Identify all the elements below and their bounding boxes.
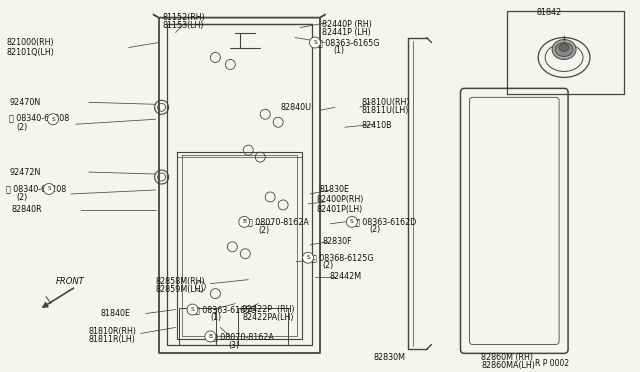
- Text: (2): (2): [322, 261, 333, 270]
- Text: Ⓢ 08340-61208: Ⓢ 08340-61208: [6, 185, 67, 193]
- Text: 81810U(RH): 81810U(RH): [362, 98, 410, 107]
- Text: 82840R: 82840R: [11, 205, 42, 214]
- Circle shape: [205, 331, 216, 342]
- Text: 82441P (LH): 82441P (LH): [322, 28, 371, 37]
- Text: 82858M(RH): 82858M(RH): [156, 277, 205, 286]
- Circle shape: [47, 114, 58, 125]
- Text: (3): (3): [228, 341, 239, 350]
- Circle shape: [346, 217, 357, 227]
- Text: 81153(LH): 81153(LH): [163, 21, 204, 30]
- Text: 82101Q(LH): 82101Q(LH): [6, 48, 54, 57]
- Text: 82422P  (RH): 82422P (RH): [243, 305, 295, 314]
- Text: 82400P(RH): 82400P(RH): [316, 195, 364, 205]
- Circle shape: [310, 37, 321, 48]
- Text: 92470N: 92470N: [9, 98, 40, 107]
- Text: 82440P (RH): 82440P (RH): [322, 20, 372, 29]
- Text: B: B: [243, 219, 246, 224]
- Text: 82830M: 82830M: [374, 353, 406, 362]
- Text: (2): (2): [16, 123, 28, 132]
- Text: 81830E: 81830E: [320, 186, 350, 195]
- Text: S: S: [306, 255, 310, 260]
- Text: (2): (2): [370, 225, 381, 234]
- Text: 81840E: 81840E: [101, 309, 131, 318]
- Text: S: S: [47, 186, 51, 192]
- Text: 81811U(LH): 81811U(LH): [362, 106, 409, 115]
- Text: 82860M (RH): 82860M (RH): [481, 353, 533, 362]
- Text: R P 0002: R P 0002: [535, 359, 569, 368]
- Text: 81152(RH): 81152(RH): [163, 13, 205, 22]
- Text: Ⓢ 08363-6165G: Ⓢ 08363-6165G: [318, 38, 380, 47]
- Text: 82422PA(LH): 82422PA(LH): [243, 313, 294, 322]
- Text: 82840U: 82840U: [280, 103, 311, 112]
- Text: 82410B: 82410B: [362, 121, 392, 130]
- Text: Ⓢ 08363-6162D: Ⓢ 08363-6162D: [355, 217, 416, 227]
- Text: 81810R(RH): 81810R(RH): [89, 327, 137, 336]
- Text: S: S: [51, 117, 55, 122]
- Bar: [179, 308, 216, 346]
- Text: 821000(RH): 821000(RH): [6, 38, 54, 47]
- Circle shape: [239, 217, 250, 227]
- Ellipse shape: [555, 42, 573, 57]
- Text: FRONT: FRONT: [56, 277, 84, 286]
- Circle shape: [187, 304, 198, 315]
- Text: 92472N: 92472N: [9, 167, 40, 177]
- Ellipse shape: [559, 44, 569, 51]
- Text: Ⓢ 08368-6125G: Ⓢ 08368-6125G: [312, 253, 374, 262]
- Text: 82830F: 82830F: [323, 237, 353, 246]
- Text: B: B: [209, 334, 212, 339]
- Text: (2): (2): [16, 193, 28, 202]
- Text: Ⓑ 08070-8162A: Ⓑ 08070-8162A: [248, 217, 309, 227]
- Bar: [238, 308, 288, 346]
- Text: S: S: [350, 219, 354, 224]
- Ellipse shape: [552, 39, 576, 60]
- Text: S: S: [191, 307, 195, 312]
- Text: 82859M(LH): 82859M(LH): [156, 285, 204, 294]
- Text: S: S: [313, 40, 317, 45]
- Text: 81811R(LH): 81811R(LH): [89, 335, 136, 344]
- Text: 82860MA(LH): 82860MA(LH): [481, 361, 535, 370]
- Circle shape: [44, 183, 54, 195]
- Text: (1): (1): [211, 313, 221, 322]
- Text: 81842: 81842: [536, 8, 562, 17]
- Text: Ⓢ 08363-6165G: Ⓢ 08363-6165G: [195, 305, 257, 314]
- Text: (1): (1): [333, 46, 344, 55]
- Circle shape: [303, 252, 314, 263]
- Text: 82401P(LH): 82401P(LH): [316, 205, 362, 214]
- Text: Ⓑ 08070-8162A: Ⓑ 08070-8162A: [213, 332, 275, 341]
- Text: 82442M: 82442M: [330, 272, 362, 281]
- Text: Ⓢ 08340-61208: Ⓢ 08340-61208: [9, 114, 69, 123]
- Text: (2): (2): [258, 226, 269, 235]
